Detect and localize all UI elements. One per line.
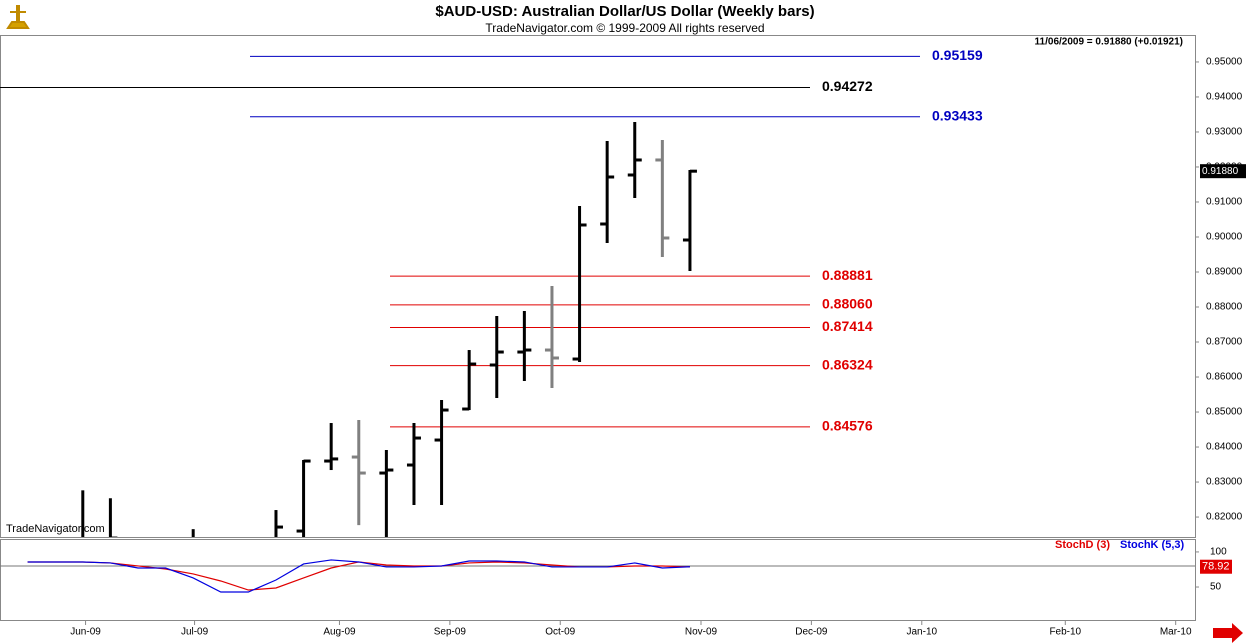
- chart-subtitle: TradeNavigator.com © 1999-2009 All right…: [485, 21, 764, 35]
- x-tick-label: Sep-09: [434, 627, 467, 638]
- level-label: 0.95159: [932, 47, 983, 63]
- logo: [6, 5, 30, 29]
- x-tick-label: Dec-09: [795, 627, 828, 638]
- y-tick-label: 0.83000: [1206, 477, 1243, 488]
- y-tick-label: 0.82000: [1206, 512, 1243, 523]
- level-label: 0.93433: [932, 108, 983, 124]
- y-tick-label: 50: [1210, 582, 1222, 593]
- watermark: TradeNavigator.com: [6, 523, 105, 535]
- scroll-arrow[interactable]: [1213, 623, 1243, 643]
- y-tick-label: 0.95000: [1206, 57, 1243, 68]
- stoch-line: [27, 559, 690, 593]
- y-tick-label: 0.84000: [1206, 442, 1243, 453]
- chart-title: $AUD-USD: Australian Dollar/US Dollar (W…: [435, 3, 814, 20]
- y-tick-label: 100: [1210, 547, 1227, 558]
- legend-entry: StochD (3): [1055, 539, 1110, 551]
- y-tick-label: 0.89000: [1206, 267, 1243, 278]
- plot: [0, 55, 920, 537]
- main-frame: [0, 35, 1196, 538]
- y-tick-label: 0.87000: [1206, 337, 1243, 348]
- x-tick-label: Jun-09: [70, 627, 101, 638]
- price-info: 11/06/2009 = 0.91880 (+0.01921): [1035, 37, 1183, 48]
- y-tick-label: 0.94000: [1206, 92, 1243, 103]
- x-tick-label: Feb-10: [1049, 627, 1081, 638]
- x-tick-label: Aug-09: [323, 627, 356, 638]
- level-label: 0.88881: [822, 267, 873, 283]
- stoch-tag-label: 78.92: [1202, 561, 1230, 573]
- last-price-tag: [1200, 164, 1246, 179]
- y-tick-label: 0.91000: [1206, 197, 1243, 208]
- y-tick-label: 0.93000: [1206, 127, 1243, 138]
- y-tick-label: 0.86000: [1206, 372, 1243, 383]
- x-tick-label: Nov-09: [685, 627, 718, 638]
- last-price-label: 0.91880: [1202, 166, 1239, 177]
- x-tick-label: Oct-09: [545, 627, 575, 638]
- level-label: 0.87414: [822, 318, 873, 334]
- x-tick-label: Jan-10: [906, 627, 937, 638]
- x-tick-label: Mar-10: [1160, 627, 1192, 638]
- y-tick-label: 0.90000: [1206, 232, 1243, 243]
- y-tick-label: 0.85000: [1206, 407, 1243, 418]
- level-label: 0.88060: [822, 296, 873, 312]
- level-label: 0.84576: [822, 418, 873, 434]
- y-tick-label: 0.88000: [1206, 302, 1243, 313]
- stoch-plot: [0, 559, 1195, 593]
- stoch-tag: [1200, 559, 1232, 574]
- level-label: 0.86324: [822, 356, 873, 372]
- x-tick-label: Jul-09: [181, 627, 209, 638]
- level-label: 0.94272: [822, 78, 873, 94]
- stoch-frame: [0, 539, 1196, 621]
- legend-entry: StochK (5,3): [1120, 539, 1185, 551]
